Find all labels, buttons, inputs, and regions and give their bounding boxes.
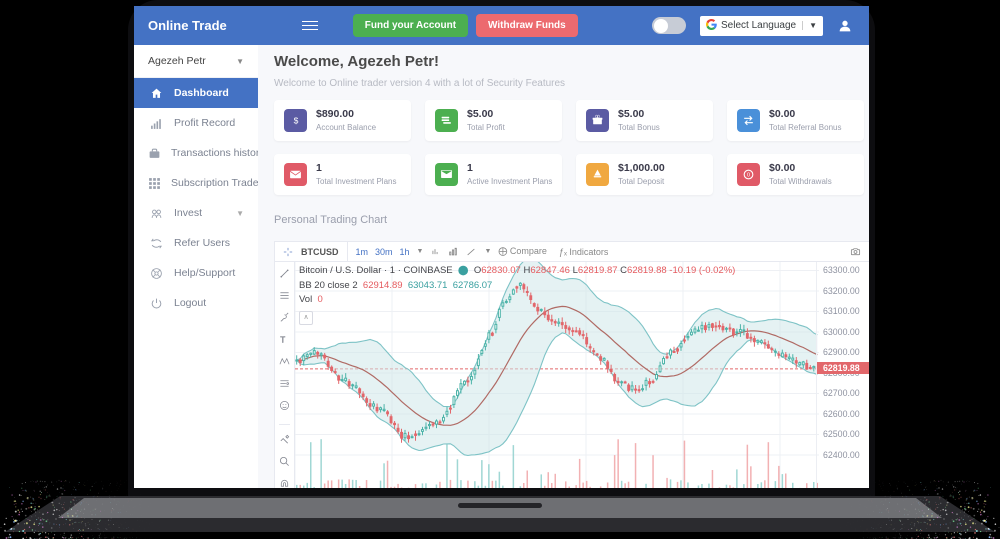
svg-text:T: T [280, 335, 285, 344]
svg-text:0: 0 [747, 173, 750, 179]
svg-text:$: $ [293, 115, 298, 125]
